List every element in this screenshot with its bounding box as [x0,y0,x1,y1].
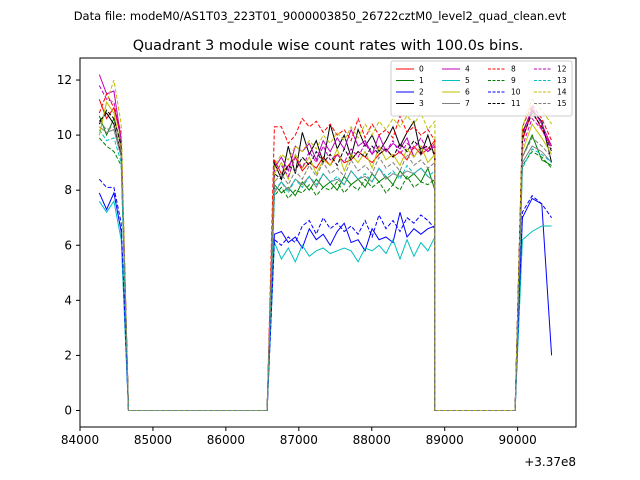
x-tick-label: 89000 [426,433,464,447]
x-offset-label: +3.37e8 [524,455,576,469]
legend-label-4: 4 [465,65,470,74]
series-line-2 [98,191,553,411]
series-line-5 [98,199,552,411]
x-axis: 84000 85000 86000 87000 88000 89000 90000 [61,427,537,447]
x-tick-label: 84000 [61,433,99,447]
y-axis: 0 2 4 6 8 10 12 [57,73,80,417]
y-tick-label: 0 [64,403,72,417]
legend-label-11: 11 [511,99,521,108]
y-tick-label: 12 [57,73,72,87]
series-line-3 [98,109,553,411]
series-line-9 [98,137,552,411]
y-tick-label: 4 [64,293,72,307]
legend-label-9: 9 [511,76,516,85]
series-line-8 [98,92,553,411]
y-tick-label: 6 [64,238,72,252]
legend-label-15: 15 [557,99,567,108]
series-line-13 [98,129,552,411]
legend-label-12: 12 [557,65,567,74]
legend-label-3: 3 [419,99,424,108]
x-tick-label: 86000 [207,433,245,447]
x-tick-label: 90000 [499,433,537,447]
legend-label-2: 2 [419,88,424,97]
legend-label-0: 0 [419,65,424,74]
x-tick-label: 87000 [280,433,318,447]
series-line-11 [98,109,553,411]
y-tick-label: 8 [64,183,72,197]
series-line-15 [98,120,552,411]
y-tick-label: 2 [64,348,72,362]
legend-label-10: 10 [511,88,521,97]
series-line-10 [98,178,553,411]
x-tick-label: 88000 [353,433,391,447]
series-line-14 [98,79,553,411]
series-line-7 [98,126,552,411]
x-tick-label: 85000 [134,433,172,447]
legend-label-8: 8 [511,65,516,74]
legend-label-7: 7 [465,99,470,108]
series-line-4 [98,74,553,411]
chart-suptitle: Data file: modeM0/AS1T03_223T01_90000038… [74,9,567,23]
plot-series-group [98,74,553,411]
legend-label-13: 13 [557,76,567,85]
legend-box [390,60,573,117]
chart-title: Quadrant 3 module wise count rates with … [133,38,524,54]
legend-label-1: 1 [419,76,424,85]
legend-label-5: 5 [465,76,470,85]
plot-frame [79,57,577,428]
series-line-12 [98,85,553,411]
legend-label-14: 14 [557,88,567,97]
legend-label-6: 6 [465,88,470,97]
y-tick-label: 10 [57,128,72,142]
series-line-0 [98,99,553,411]
